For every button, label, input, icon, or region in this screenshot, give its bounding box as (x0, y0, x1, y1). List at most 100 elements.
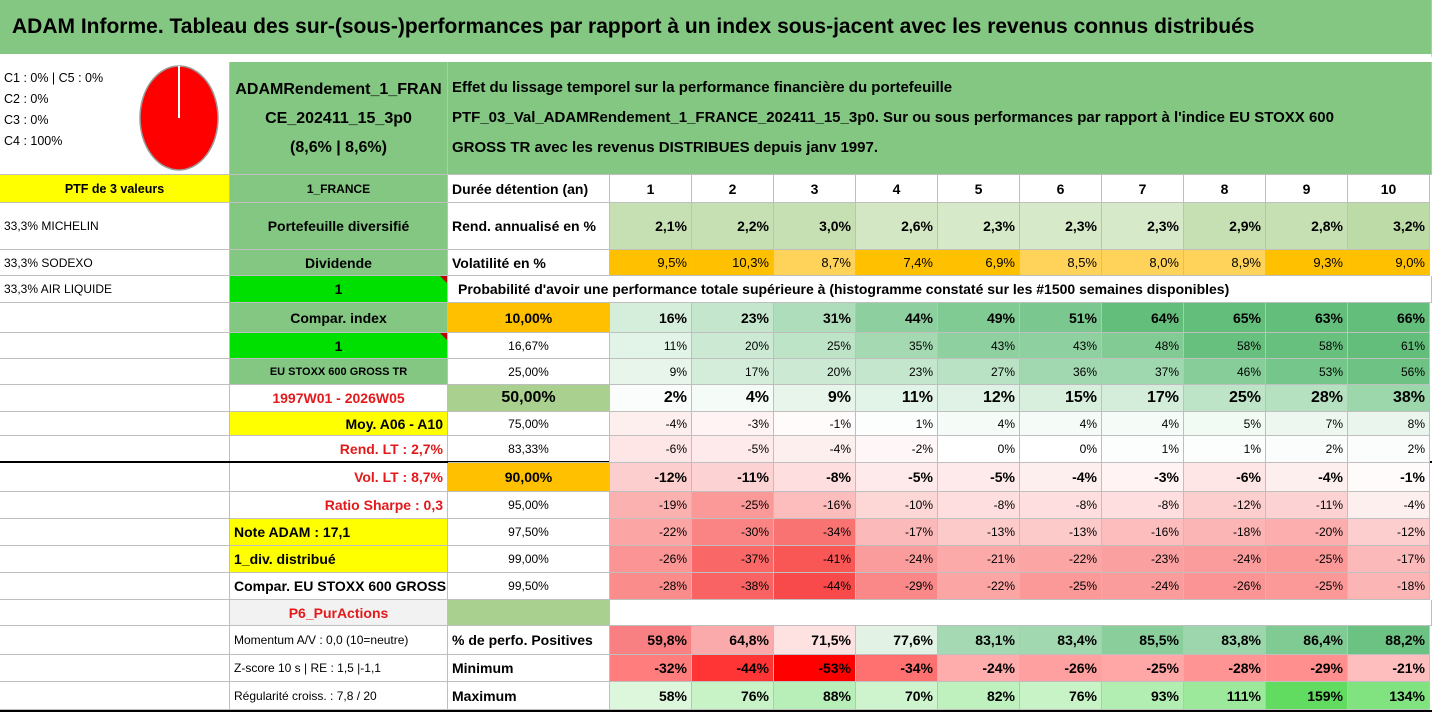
quantile-value: -37% (692, 546, 774, 573)
quantile-value: 31% (774, 303, 856, 333)
portfolio-name-line-1: ADAMRendement_1_FRAN (235, 80, 442, 98)
quantile-value: -6% (610, 436, 692, 463)
positive-value: 88,2% (1348, 626, 1430, 655)
description-line-2: PTF_03_Val_ADAMRendement_1_FRANCE_202411… (452, 109, 1334, 126)
quantile-value: -18% (1184, 519, 1266, 546)
portfolio-name-block: ADAMRendement_1_FRAN CE_202411_15_3p0 (8… (230, 62, 448, 175)
rend-value: 2,1% (610, 203, 692, 250)
vol-value: 9,0% (1348, 250, 1430, 276)
quantile-value: -12% (1184, 492, 1266, 519)
quantile-value: -22% (1020, 546, 1102, 573)
rend-value: 3,2% (1348, 203, 1430, 250)
empty-a-1 (0, 303, 230, 333)
quantile-value: 65% (1184, 303, 1266, 333)
quantile-value: 4% (1020, 412, 1102, 436)
p6-empty-row (610, 600, 1432, 626)
quantile-value: 49% (938, 303, 1020, 333)
allocation-pie-chart (139, 65, 219, 171)
selector-one-b[interactable]: 1 (230, 333, 448, 359)
quantile-value: 9% (774, 385, 856, 412)
quantile-value: -25% (1020, 573, 1102, 600)
quantile-value: 2% (1348, 436, 1430, 463)
note-adam: Note ADAM : 17,1 (230, 519, 448, 546)
quantile-value: 36% (1020, 359, 1102, 385)
year-4: 4 (856, 175, 938, 203)
year-10: 10 (1348, 175, 1430, 203)
quantile-value: -26% (1184, 573, 1266, 600)
quantile-value: 1% (1102, 436, 1184, 463)
empty-a-15 (0, 682, 230, 710)
rend-value: 2,6% (856, 203, 938, 250)
minimum-value: -53% (774, 655, 856, 682)
quantile-value: -4% (610, 412, 692, 436)
quantile-value: -4% (774, 436, 856, 463)
maximum-value: 70% (856, 682, 938, 710)
quantile-value: -41% (774, 546, 856, 573)
vol-lt-label: Vol. LT : 8,7% (230, 463, 448, 492)
quantile-value: 27% (938, 359, 1020, 385)
quantile-value: -30% (692, 519, 774, 546)
quantile-value: -11% (692, 463, 774, 492)
empty-a-10 (0, 546, 230, 573)
minimum-value: -29% (1266, 655, 1348, 682)
empty-a-4 (0, 385, 230, 412)
separator-line-2 (0, 710, 1432, 712)
maximum-value: 76% (1020, 682, 1102, 710)
quantile-value: 11% (856, 385, 938, 412)
quantile-value: -8% (938, 492, 1020, 519)
vol-value: 8,5% (1020, 250, 1102, 276)
quantile-value: 51% (1020, 303, 1102, 333)
empty-a-12 (0, 600, 230, 626)
empty-a-7 (0, 463, 230, 492)
vol-label: Volatilité en % (448, 250, 610, 276)
portfolio-name-line-3: (8,6% | 8,6%) (290, 138, 387, 156)
empty-a-8 (0, 492, 230, 519)
rend-value: 2,3% (938, 203, 1020, 250)
sharpe-label: Ratio Sharpe : 0,3 (230, 492, 448, 519)
quantile-value: -22% (938, 573, 1020, 600)
quantile-value: -24% (1102, 573, 1184, 600)
quantile-value: -17% (1348, 546, 1430, 573)
year-1: 1 (610, 175, 692, 203)
quantile-value: 64% (1102, 303, 1184, 333)
quantile-value: 66% (1348, 303, 1430, 333)
probability-label: Probabilité d'avoir une performance tota… (448, 276, 1432, 303)
quantile-value: -12% (1348, 519, 1430, 546)
positive-value: 85,5% (1102, 626, 1184, 655)
quantile-value: -11% (1266, 492, 1348, 519)
quantile-value: -13% (938, 519, 1020, 546)
minimum-value: -34% (856, 655, 938, 682)
p6-label: P6_PurActions (230, 600, 448, 626)
legend-line-4: C4 : 100% (4, 134, 63, 148)
rend-value: 2,8% (1266, 203, 1348, 250)
quantile-value: -1% (1348, 463, 1430, 492)
vol-value: 7,4% (856, 250, 938, 276)
year-5: 5 (938, 175, 1020, 203)
empty-a-14 (0, 655, 230, 682)
period-label: 1997W01 - 2026W05 (230, 385, 448, 412)
quantile-value: 58% (1184, 333, 1266, 359)
quantile-value: -29% (856, 573, 938, 600)
selector-one-a[interactable]: 1 (230, 276, 448, 303)
quantile-value: 25% (1184, 385, 1266, 412)
positive-value: 86,4% (1266, 626, 1348, 655)
index-name: EU STOXX 600 GROSS TR (230, 359, 448, 385)
quantile-value: 23% (692, 303, 774, 333)
quantile-value: 17% (1102, 385, 1184, 412)
vol-value: 8,7% (774, 250, 856, 276)
rend-value: 3,0% (774, 203, 856, 250)
quantile-value: -12% (610, 463, 692, 492)
quantile-value: 8% (1348, 412, 1430, 436)
compar-label: Compar. EU STOXX 600 GROSS TR (230, 573, 448, 600)
quantile-value: -4% (1266, 463, 1348, 492)
minimum-label: Minimum (448, 655, 610, 682)
quantile-value: 4% (938, 412, 1020, 436)
rend-lt-label: Rend. LT : 2,7% (230, 436, 448, 463)
quantile-value: 15% (1020, 385, 1102, 412)
quantile-value: 37% (1102, 359, 1184, 385)
quantile-value: 4% (1102, 412, 1184, 436)
quantile-value: 11% (610, 333, 692, 359)
year-8: 8 (1184, 175, 1266, 203)
quantile-value: 53% (1266, 359, 1348, 385)
